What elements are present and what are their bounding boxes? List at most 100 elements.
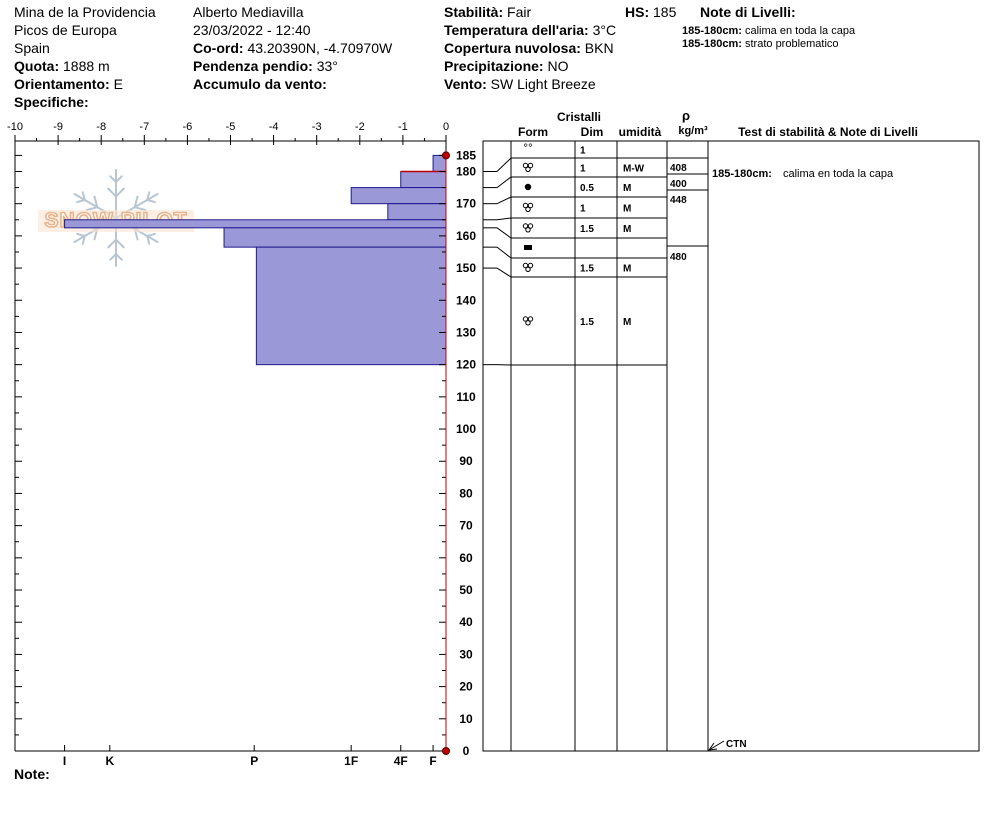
grain-form-melt-icon <box>524 183 532 191</box>
tests-note-range: 185-180cm: <box>712 168 772 180</box>
height-tick-label: 160 <box>456 229 476 243</box>
hardness-tick-label: F <box>429 754 436 768</box>
temperature-point <box>442 747 450 755</box>
height-tick-label: 120 <box>456 358 476 372</box>
snowflake-branch <box>109 175 117 183</box>
grain-form-rounded-icon <box>522 316 534 326</box>
grain-circle <box>522 223 529 229</box>
layer-note-2-range: 185-180cm: <box>682 38 742 50</box>
table-frame <box>482 140 980 752</box>
coord-row: Co-ord: 43.20390N, -4.70970W <box>193 40 392 57</box>
aspect-row: Orientamento: E <box>14 76 123 93</box>
stability-label: Stabilità: <box>444 4 504 20</box>
hardness-axis: I K P 1F 4F F <box>63 745 437 768</box>
hardness-bar <box>400 170 447 189</box>
temperature-tick-label: -1 <box>398 121 408 133</box>
connector-line <box>496 267 512 278</box>
hardness-tick-label: 4F <box>394 754 408 768</box>
header-size: Dim <box>581 125 604 139</box>
stability-row: Stabilità: Fair <box>444 4 531 21</box>
grain-form-rounded-icon <box>522 162 534 173</box>
hardness-bar <box>255 246 447 366</box>
grain-circle <box>525 320 531 326</box>
observation-datetime: 23/03/2022 - 12:40 <box>193 22 311 38</box>
air-temp-label: Temperatura dell'aria: <box>444 22 589 38</box>
moisture-value: M <box>623 204 631 215</box>
specifics-label: Specifiche: <box>14 94 89 110</box>
height-tick-label: 185 <box>456 148 476 162</box>
height-tick-label: 30 <box>459 647 473 661</box>
grain-circle <box>522 316 529 322</box>
connector-line <box>496 196 512 205</box>
snowflake-branch <box>81 191 86 201</box>
grain-circle <box>522 262 529 269</box>
air-temp-value: 3°C <box>592 22 617 38</box>
snowpilot-watermark: SNOW PILOT <box>38 169 194 267</box>
height-tick-label: 40 <box>459 615 473 629</box>
location-name: Mina de la Providencia <box>14 4 156 20</box>
observer-name: Alberto Mediavilla <box>193 4 304 20</box>
snowflake-branch <box>146 235 151 245</box>
grain-circle <box>527 262 534 269</box>
hardness-tick-label: 1F <box>344 754 358 768</box>
grain-form-rounded-icon <box>522 202 534 213</box>
grain-circle <box>522 162 529 169</box>
ctn-label: CTN <box>726 739 747 750</box>
snowflake-branch <box>146 232 156 237</box>
layer-note-1: 185-180cm: calima en toda la capa <box>682 25 855 37</box>
header-rho: ρ <box>682 108 690 123</box>
snowflake-branch <box>109 253 117 261</box>
moisture-value: M <box>623 183 631 194</box>
temperature-tick-label: -4 <box>269 121 279 133</box>
hs-value: 185 <box>653 4 677 20</box>
temperature-tick-label: -3 <box>312 121 322 133</box>
grain-circle <box>527 202 534 209</box>
elevation-label: Quota: <box>14 58 60 74</box>
temperature-tick-label: -7 <box>139 121 149 133</box>
hs-row: HS: 185 <box>625 4 676 21</box>
slope-label: Pendenza pendio: <box>193 58 313 74</box>
elevation-row: Quota: 1888 m <box>14 58 110 75</box>
height-tick-label: 180 <box>456 164 476 178</box>
temperature-tick-label: -10 <box>7 121 23 133</box>
temperature-point <box>442 151 450 160</box>
aspect-value: E <box>113 76 123 92</box>
height-tick-label: 80 <box>459 486 473 500</box>
snowflake-branch <box>76 199 86 204</box>
layer-note-1-range: 185-180cm: <box>682 25 742 37</box>
slope-value: 33° <box>316 58 338 74</box>
wind-label: Vento: <box>444 76 487 92</box>
connector-line <box>496 227 512 239</box>
wind-loading-label: Accumulo da vento: <box>193 76 327 92</box>
slope-row: Pendenza pendio: 33° <box>193 58 338 75</box>
header-moisture: umidità <box>619 125 662 139</box>
elevation-value: 1888 m <box>63 58 110 74</box>
height-tick-label: 20 <box>459 680 473 694</box>
temperature-tick-label: -5 <box>226 121 236 133</box>
moisture-value: M-W <box>623 164 645 175</box>
grain-circle <box>525 266 531 272</box>
height-tick-label: 170 <box>456 197 476 211</box>
grain-size-value: 1 <box>580 146 586 157</box>
cloud-row: Copertura nuvolosa: BKN <box>444 40 614 57</box>
cloud-value: BKN <box>584 40 614 56</box>
layer-note-2: 185-180cm: strato problematico <box>682 38 839 50</box>
height-tick-label: 60 <box>459 551 473 565</box>
grain-form-rounded-icon <box>522 262 534 272</box>
grain-form-icon: °° <box>523 141 533 155</box>
grain-form-rounded-icon <box>522 223 534 233</box>
height-tick-label: 140 <box>456 293 476 307</box>
density-value: 400 <box>670 179 687 190</box>
connector-line <box>496 176 512 188</box>
grain-form-ice-icon <box>524 245 532 250</box>
moisture-value: M <box>623 317 631 328</box>
height-tick-label: 110 <box>456 390 476 404</box>
height-tick-label: 10 <box>459 712 473 726</box>
grain-circle <box>525 227 531 233</box>
moisture-value: M <box>623 224 631 235</box>
height-tick-label: 70 <box>459 519 473 533</box>
layer-table: Cristalli Form Dim umidità ρ kg/m³ Test di sta… <box>482 108 980 752</box>
snowflake-branch <box>115 238 125 249</box>
grain-circle <box>527 162 534 169</box>
temperature-tick-label: 0 <box>443 121 449 133</box>
